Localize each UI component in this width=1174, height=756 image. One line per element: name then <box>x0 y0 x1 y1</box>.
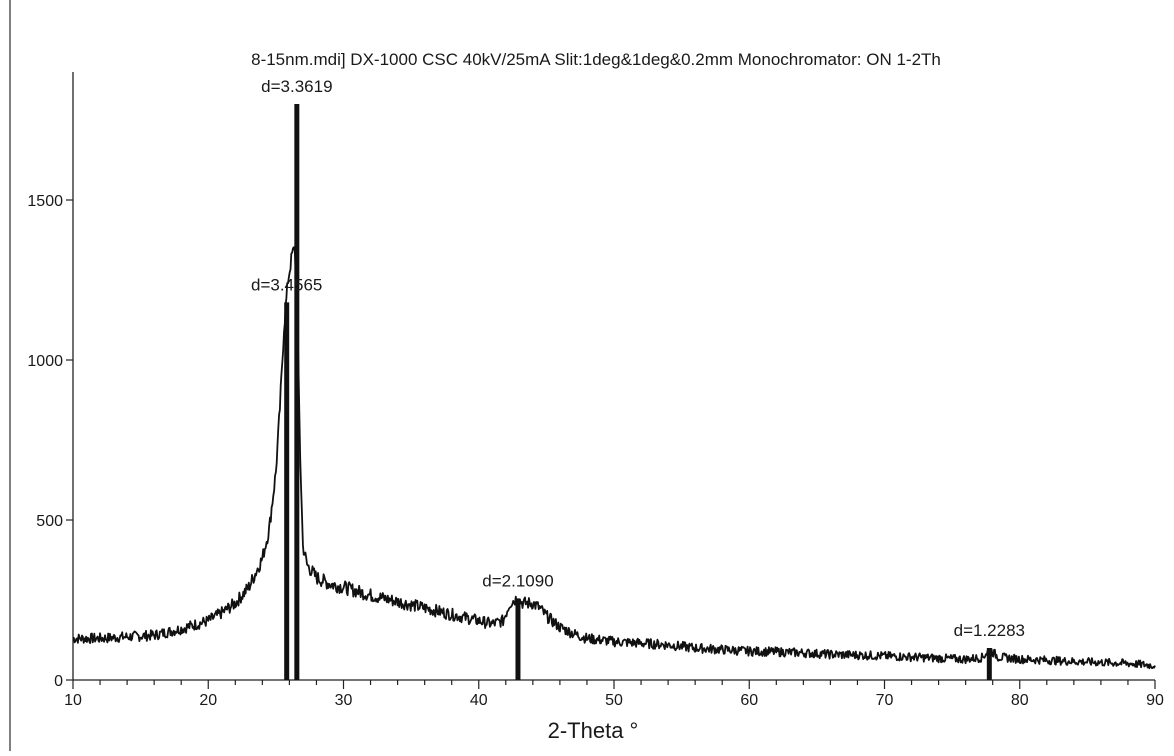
reflection-label: d=1.2283 <box>954 621 1025 640</box>
x-tick-label: 60 <box>740 692 758 709</box>
x-tick-label: 50 <box>605 692 623 709</box>
x-tick-label: 10 <box>64 692 82 709</box>
x-tick-label: 70 <box>876 692 894 709</box>
reflection-label: d=3.4565 <box>251 275 322 294</box>
reflection-label: d=3.3619 <box>261 77 332 96</box>
x-tick-label: 30 <box>335 692 353 709</box>
x-tick-label: 90 <box>1146 692 1164 709</box>
plot-area: d=3.4565 d=3.3619 d=2.1090 d=1.2283 <box>72 77 1156 680</box>
x-tick-label: 80 <box>1011 692 1029 709</box>
y-axis-ticks: 0 500 1000 1500 <box>27 193 73 690</box>
reflection-label: d=2.1090 <box>482 571 553 590</box>
diffraction-trace <box>72 246 1156 670</box>
x-tick-label: 40 <box>470 692 488 709</box>
y-tick-label: 1000 <box>27 353 63 370</box>
x-axis-ticks: 10 20 30 40 50 60 70 80 90 <box>64 680 1164 709</box>
y-tick-label: 500 <box>36 513 63 530</box>
chart-title: 8-15nm.mdi] DX-1000 CSC 40kV/25mA Slit:1… <box>251 50 941 69</box>
x-axis-label: 2-Theta ° <box>548 718 639 743</box>
y-tick-label: 0 <box>54 673 63 690</box>
y-tick-label: 1500 <box>27 193 63 210</box>
x-tick-label: 20 <box>199 692 217 709</box>
